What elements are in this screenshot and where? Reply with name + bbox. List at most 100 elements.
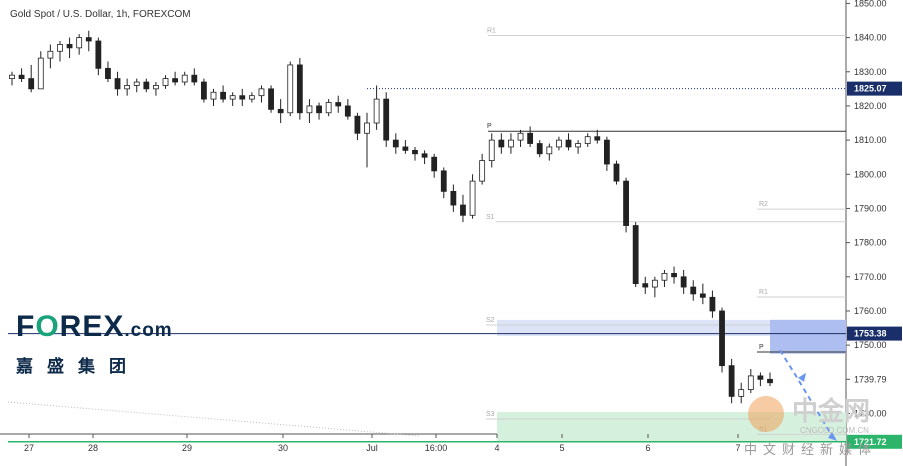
candle-body — [632, 225, 639, 285]
y-tick-label: 1730.00 — [854, 408, 887, 418]
y-tick-label: 1760.00 — [854, 306, 887, 316]
price-label: 1721.72 — [854, 437, 887, 447]
candle-body — [85, 37, 92, 42]
pivot-label: P — [759, 344, 764, 351]
candle-body — [527, 132, 534, 144]
candle-body — [335, 102, 342, 107]
pivot-label: R2 — [759, 201, 768, 208]
candle-body — [517, 132, 524, 141]
candle-body — [508, 139, 514, 148]
candle-body — [18, 74, 25, 79]
pivot-label: P — [487, 123, 492, 130]
candle-body — [239, 95, 246, 100]
candle-body — [431, 156, 438, 172]
candle-body — [325, 102, 332, 114]
x-tick-label: 28 — [88, 443, 98, 453]
candle-body — [738, 389, 745, 397]
x-tick-label: 27 — [24, 443, 34, 453]
y-tick-label: 1790.00 — [854, 203, 887, 213]
watermark-name: 中金网 — [792, 396, 871, 426]
candle-body — [153, 85, 159, 90]
candle-body — [191, 74, 198, 83]
candle-body — [277, 108, 284, 114]
candle-body — [268, 88, 274, 110]
candle-body — [421, 153, 428, 158]
candle-body — [229, 95, 236, 100]
candle-body — [306, 105, 313, 114]
x-tick-label: Jul — [366, 443, 378, 453]
forex-logo: FOREX.com 嘉盛集团 — [16, 312, 173, 377]
candle-body — [210, 91, 217, 100]
logo-chinese-name: 嘉盛集团 — [16, 357, 140, 376]
candle-body — [699, 293, 706, 298]
candle-body — [181, 74, 188, 83]
candle-body — [498, 139, 505, 148]
candle-body — [556, 139, 562, 148]
x-tick-label: 6 — [645, 443, 650, 453]
pivot-label: S1 — [486, 214, 495, 221]
pivot-label: R1 — [759, 289, 768, 296]
candle-body — [709, 296, 716, 312]
candle-body — [258, 88, 265, 97]
cngold-logo-icon — [748, 396, 784, 432]
projection-arrowhead-1 — [798, 372, 806, 382]
candle-body — [287, 64, 294, 114]
candle-body — [613, 163, 620, 182]
candle-body — [200, 81, 207, 100]
candle-body — [661, 272, 668, 281]
y-tick-label: 1780.00 — [854, 238, 887, 248]
watermark-domain: CNGOLD.COM.CN — [800, 426, 869, 435]
candle-body — [392, 139, 399, 148]
candle-body — [162, 78, 169, 86]
candle-body — [354, 115, 361, 134]
pivot-label: S2 — [486, 317, 495, 324]
projection-arrowhead-2 — [828, 431, 837, 441]
x-tick-label: 29 — [182, 443, 192, 453]
candle-body — [9, 74, 15, 79]
candle-body — [767, 378, 773, 384]
candle-body — [623, 180, 629, 226]
y-tick-label: 1810.00 — [854, 135, 887, 145]
candle-body — [383, 98, 390, 141]
candle-body — [440, 170, 447, 192]
candle-body — [37, 57, 44, 90]
candle-body — [747, 375, 754, 390]
resistance-zone-projection — [770, 319, 846, 354]
resistance-zone — [497, 319, 846, 336]
candle-body — [402, 146, 409, 151]
candle-body — [488, 139, 495, 162]
candle-body — [114, 78, 121, 90]
candle-body — [373, 98, 380, 124]
trend-line — [7, 401, 421, 437]
candle-body — [296, 64, 303, 114]
y-tick-label: 1800.00 — [854, 169, 887, 179]
y-tick-label: 1850.00 — [854, 0, 887, 8]
candle-body — [220, 91, 226, 100]
y-tick-label: 1820.00 — [854, 101, 887, 111]
candle-body — [575, 143, 582, 148]
candle-body — [105, 67, 111, 79]
watermark-tagline: 中文财经新媒体 — [744, 442, 878, 457]
candle-body — [479, 160, 486, 182]
candle-body — [66, 44, 73, 49]
y-tick-label: 1840.00 — [854, 33, 887, 43]
candle-body — [719, 310, 725, 367]
candle-body — [536, 143, 543, 155]
candle-body — [412, 149, 418, 155]
chart-title: Gold Spot / U.S. Dollar, 1h, FOREXCOM — [10, 9, 191, 20]
candle-body — [469, 180, 476, 216]
candle-body — [450, 190, 457, 206]
candle-body — [757, 375, 764, 380]
candle-body — [565, 139, 572, 148]
y-tick-label: 1830.00 — [854, 67, 887, 77]
candle-body — [584, 136, 591, 144]
candle-body — [76, 37, 83, 49]
projection-line — [779, 349, 836, 442]
candle-body — [594, 136, 601, 141]
candle-body — [642, 283, 649, 288]
candle-body — [728, 365, 735, 397]
candle-body — [57, 44, 63, 52]
candle-body — [47, 50, 54, 59]
price-label-box — [847, 434, 902, 449]
